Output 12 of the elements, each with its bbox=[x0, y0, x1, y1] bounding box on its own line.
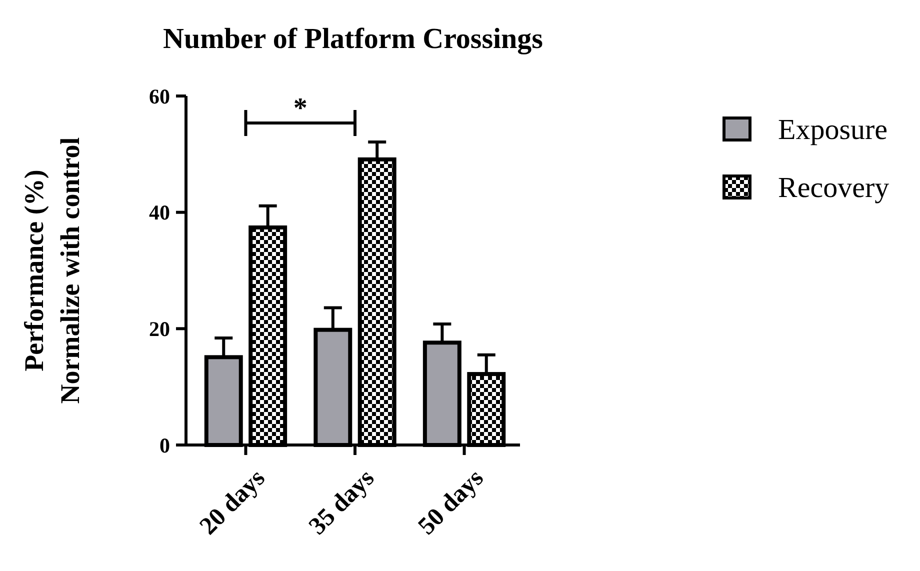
y-tick-label: 40 bbox=[149, 200, 170, 225]
y-axis-title: Performance (%) Normalize with control bbox=[19, 136, 85, 404]
legend-label: Recovery bbox=[778, 172, 890, 204]
x-tick-label: 35 days bbox=[304, 464, 380, 540]
y-tick-label: 20 bbox=[149, 317, 170, 342]
y-tick-label: 0 bbox=[160, 433, 170, 458]
x-tick-label: 50 days bbox=[413, 464, 490, 540]
annotation: * bbox=[293, 93, 308, 124]
x-tick-label: 20 days bbox=[194, 464, 271, 540]
legend-label: Exposure bbox=[778, 114, 888, 146]
chart-title: Number of Platform Crossings bbox=[163, 23, 543, 55]
y-tick-label: 60 bbox=[149, 84, 170, 108]
